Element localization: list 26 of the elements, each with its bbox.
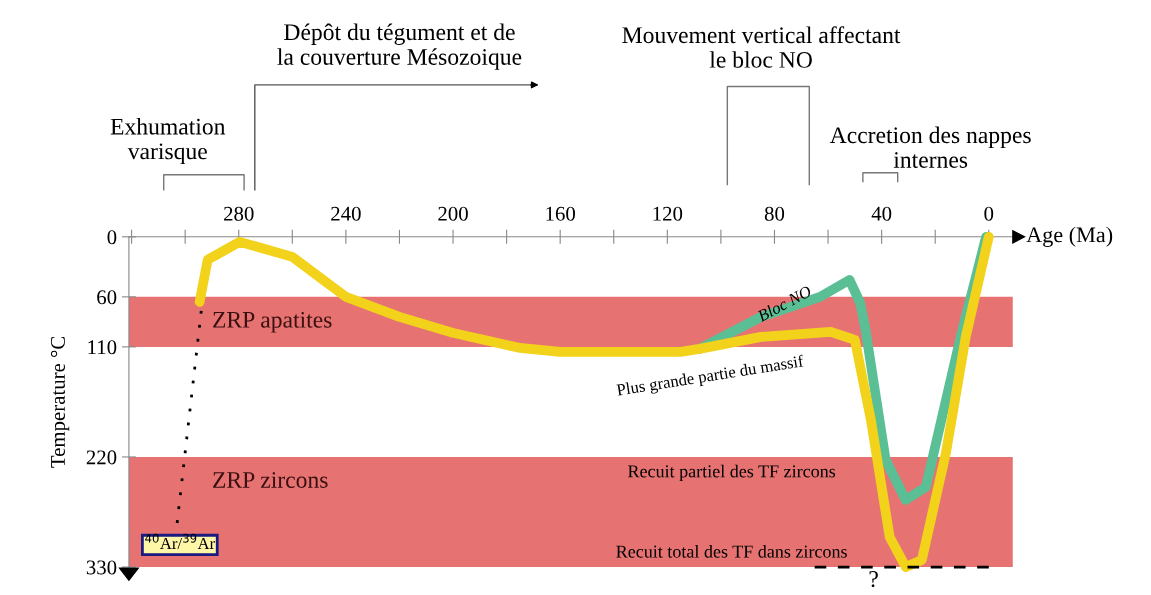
text: Accretion des nappes internes xyxy=(829,126,1031,168)
text: Exhumation varisque xyxy=(110,117,226,165)
text: ? xyxy=(869,571,878,588)
annotation: Recuit partiel des TF zircons xyxy=(628,464,836,482)
x-axis-title: Age (Ma) xyxy=(1026,226,1113,247)
x-tick-label: 280 xyxy=(224,206,254,221)
text: Dépôt du tégument et de la couverture Mésozoique xyxy=(277,23,522,70)
x-tick-label: 80 xyxy=(764,206,785,221)
x-tick-label: 120 xyxy=(653,206,683,221)
annotation: Recuit total des TF dans zircons xyxy=(616,544,847,558)
x-tick-label: 240 xyxy=(331,206,361,221)
text: Plus grande partie du massif xyxy=(616,354,805,400)
x-tick-label: 160 xyxy=(546,206,576,221)
y-tick-label: 330 xyxy=(86,560,117,575)
y-tick-label: 110 xyxy=(88,340,117,355)
y-tick-label: 60 xyxy=(97,290,117,305)
band-label: ZRP zircons xyxy=(213,472,328,488)
band-label: ZRP apatites xyxy=(213,311,332,333)
text: Bloc NO xyxy=(756,284,813,323)
x-tick-label: 0 xyxy=(984,206,994,221)
x-tick-label: 200 xyxy=(438,206,468,221)
x-tick-label: 40 xyxy=(871,206,892,221)
y-axis-title: Temperature °C xyxy=(50,336,70,468)
text: Mouvement vertical affectant le bloc NO xyxy=(622,26,901,68)
y-tick-label: 0 xyxy=(107,230,117,245)
y-tick-label: 220 xyxy=(86,450,117,465)
